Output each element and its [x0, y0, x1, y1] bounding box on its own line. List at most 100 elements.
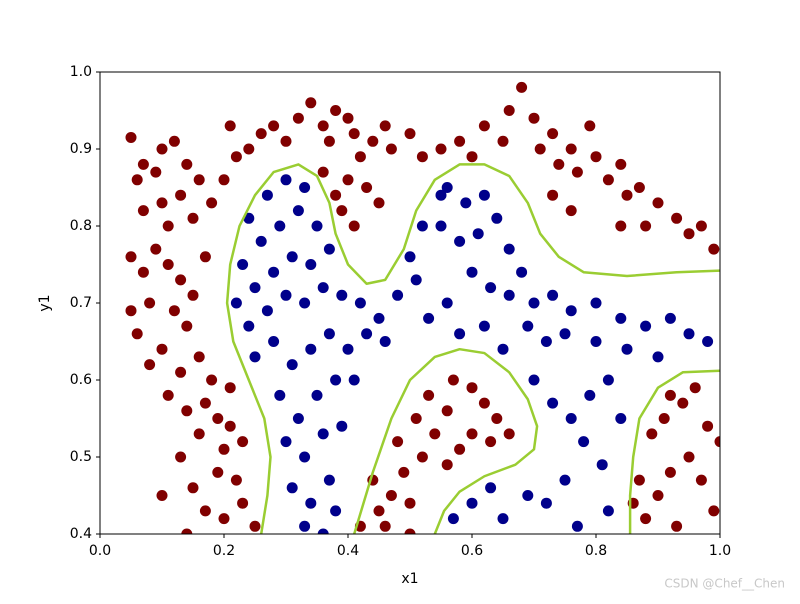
scatter-point — [156, 343, 168, 355]
scatter-point — [218, 513, 230, 525]
scatter-point — [410, 274, 422, 286]
scatter-point — [478, 320, 490, 332]
watermark: CSDN @Chef__Chen — [664, 577, 785, 591]
scatter-point — [218, 174, 230, 186]
scatter-point — [305, 343, 317, 355]
scatter-point — [621, 189, 633, 201]
scatter-point — [578, 436, 590, 448]
scatter-point — [398, 466, 410, 478]
scatter-point — [342, 343, 354, 355]
scatter-point — [137, 158, 149, 170]
scatter-point — [137, 205, 149, 217]
scatter-point — [175, 189, 187, 201]
scatter-point — [249, 520, 261, 532]
scatter-point — [175, 366, 187, 378]
scatter-point — [156, 143, 168, 155]
scatter-point — [640, 320, 652, 332]
scatter-point — [131, 328, 143, 340]
scatter-point — [596, 459, 608, 471]
scatter-point — [199, 397, 211, 409]
scatter-point — [175, 451, 187, 463]
decision-boundary — [352, 347, 539, 534]
scatter-point — [162, 389, 174, 401]
scatter-point — [330, 105, 342, 116]
scatter-point — [361, 182, 373, 193]
scatter-point — [224, 420, 236, 432]
scatter-point — [441, 182, 453, 193]
scatter-point — [268, 120, 280, 132]
scatter-point — [299, 297, 311, 309]
scatter-point — [175, 274, 187, 286]
scatter-point — [237, 436, 249, 448]
scatter-point — [361, 328, 373, 340]
scatter-point — [292, 413, 304, 424]
scatter-point — [379, 120, 391, 132]
scatter-point — [441, 405, 453, 417]
x-tick-label: 1.0 — [709, 543, 731, 559]
scatter-point — [503, 428, 515, 440]
scatter-point — [615, 312, 627, 324]
scatter-point — [336, 289, 348, 301]
scatter-point — [683, 328, 695, 340]
scatter-point — [330, 505, 342, 517]
scatter-point — [497, 513, 509, 525]
x-tick-label: 0.4 — [337, 543, 359, 559]
scatter-point — [646, 428, 658, 440]
scatter-point — [435, 189, 447, 201]
scatter-point — [584, 389, 596, 401]
scatter-point — [615, 413, 627, 424]
scatter-point — [503, 105, 515, 116]
scatter-point — [485, 282, 497, 294]
scatter-point — [466, 151, 478, 163]
scatter-point — [162, 259, 174, 270]
scatter-point — [559, 328, 571, 340]
scatter-point — [354, 151, 366, 163]
scatter-point — [602, 174, 614, 186]
scatter-point — [695, 474, 707, 486]
y-tick-label: 0.9 — [70, 141, 92, 157]
scatter-point — [342, 174, 354, 186]
scatter-point — [373, 312, 385, 324]
scatter-point — [447, 513, 459, 525]
scatter-point — [230, 474, 242, 486]
scatter-point — [323, 135, 335, 147]
scatter-point — [516, 266, 528, 278]
scatter-point — [292, 205, 304, 217]
scatter-point — [379, 520, 391, 532]
scatter-point — [199, 505, 211, 517]
scatter-point — [392, 436, 404, 448]
scatter-point — [348, 128, 360, 140]
scatter-point — [708, 243, 720, 255]
scatter-point — [199, 251, 211, 263]
scatter-point — [633, 474, 645, 486]
scatter-point — [317, 528, 329, 534]
y-tick-label: 0.7 — [70, 295, 92, 311]
scatter-point — [280, 436, 292, 448]
scatter-point — [702, 336, 714, 347]
y-tick-label: 0.8 — [70, 218, 92, 234]
scatter-point — [503, 289, 515, 301]
scatter-point — [553, 158, 565, 170]
scatter-point — [385, 143, 397, 155]
scatter-point — [224, 382, 236, 394]
scatter-point — [547, 189, 559, 201]
scatter-point — [565, 205, 577, 217]
scatter-point — [305, 97, 317, 109]
scatter-point — [466, 266, 478, 278]
scatter-point — [286, 251, 298, 263]
scatter-point — [503, 243, 515, 255]
scatter-point — [695, 220, 707, 232]
scatter-point — [187, 212, 199, 224]
scatter-point — [137, 266, 149, 278]
scatter-point — [584, 120, 596, 132]
scatter-point — [193, 174, 205, 186]
scatter-point — [454, 443, 466, 455]
scatter-point — [664, 466, 676, 478]
scatter-point — [447, 374, 459, 386]
scatter-point — [602, 374, 614, 386]
y-axis-label: y1 — [37, 294, 53, 311]
scatter-point — [230, 151, 242, 163]
scatter-point — [485, 482, 497, 494]
scatter-point — [237, 259, 249, 270]
